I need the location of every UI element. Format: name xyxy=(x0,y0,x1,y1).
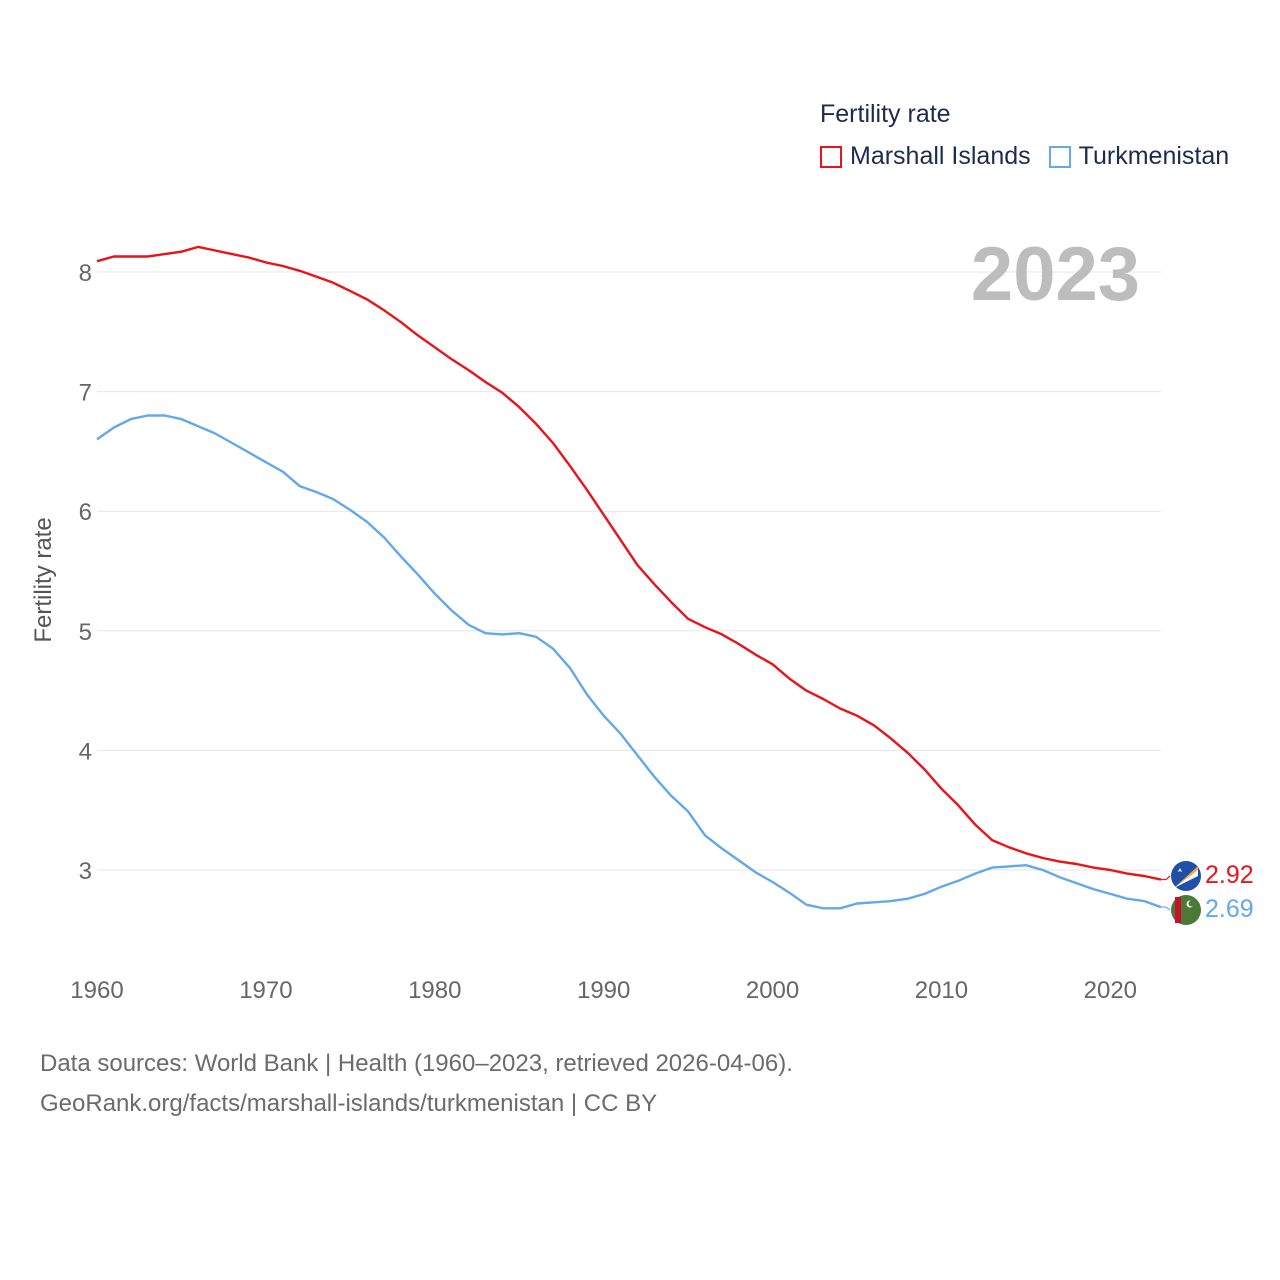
series-line-turkmenistan xyxy=(96,414,1162,910)
y-tick-label: 3 xyxy=(79,858,92,885)
legend-title: Fertility rate xyxy=(820,100,951,128)
x-tick-label: 2000 xyxy=(746,977,799,1004)
gridlines xyxy=(97,271,1161,871)
legend-item-turkmenistan[interactable]: Turkmenistan xyxy=(1048,142,1230,171)
end-value-label-turkmenistan: 2.69 xyxy=(1205,895,1254,923)
end-connector-turkmenistan xyxy=(1161,906,1171,911)
x-tick-label: 1970 xyxy=(239,977,292,1004)
end-markers: 2.92 2.69 xyxy=(1161,861,1254,925)
series-line-marshall-islands xyxy=(96,245,1162,881)
legend-swatch-marshall-islands xyxy=(820,145,842,168)
x-tick-label: 1990 xyxy=(577,977,630,1004)
source-line-2: GeoRank.org/facts/marshall-islands/turkm… xyxy=(40,1090,658,1117)
marshall-islands-flag-icon xyxy=(1171,861,1201,891)
y-axis-label: Fertility rate xyxy=(30,517,57,642)
source-line-1: Data sources: World Bank | Health (1960–… xyxy=(40,1050,793,1077)
y-tick-label: 6 xyxy=(79,499,92,526)
series-lines xyxy=(96,245,1162,910)
end-value-label-marshall-islands: 2.92 xyxy=(1205,861,1254,889)
x-tick-label: 2020 xyxy=(1084,977,1137,1004)
source-note: Data sources: World Bank | Health (1960–… xyxy=(40,1044,793,1124)
year-label: 2023 xyxy=(971,232,1140,317)
x-axis-ticks: 1960 1970 1980 1990 2000 2010 2020 xyxy=(70,977,1137,1004)
x-tick-label: 2010 xyxy=(915,977,968,1004)
y-tick-label: 8 xyxy=(79,260,92,287)
x-tick-label: 1960 xyxy=(70,977,123,1004)
legend-swatch-turkmenistan xyxy=(1048,145,1071,168)
legend-label-marshall-islands: Marshall Islands xyxy=(850,142,1031,170)
turkmenistan-flag-icon xyxy=(1171,895,1201,925)
x-tick-label: 1980 xyxy=(408,977,461,1004)
y-tick-label: 4 xyxy=(79,738,92,765)
legend-label-turkmenistan: Turkmenistan xyxy=(1078,142,1230,170)
legend-item-marshall-islands[interactable]: Marshall Islands xyxy=(820,142,1031,171)
end-connector-marshall-islands xyxy=(1161,875,1171,881)
y-tick-label: 5 xyxy=(79,619,92,646)
y-tick-label: 7 xyxy=(79,380,92,407)
legend: Marshall Islands Turkmenistan xyxy=(820,142,1247,171)
y-axis-ticks: 3 4 5 6 7 8 xyxy=(79,260,92,885)
